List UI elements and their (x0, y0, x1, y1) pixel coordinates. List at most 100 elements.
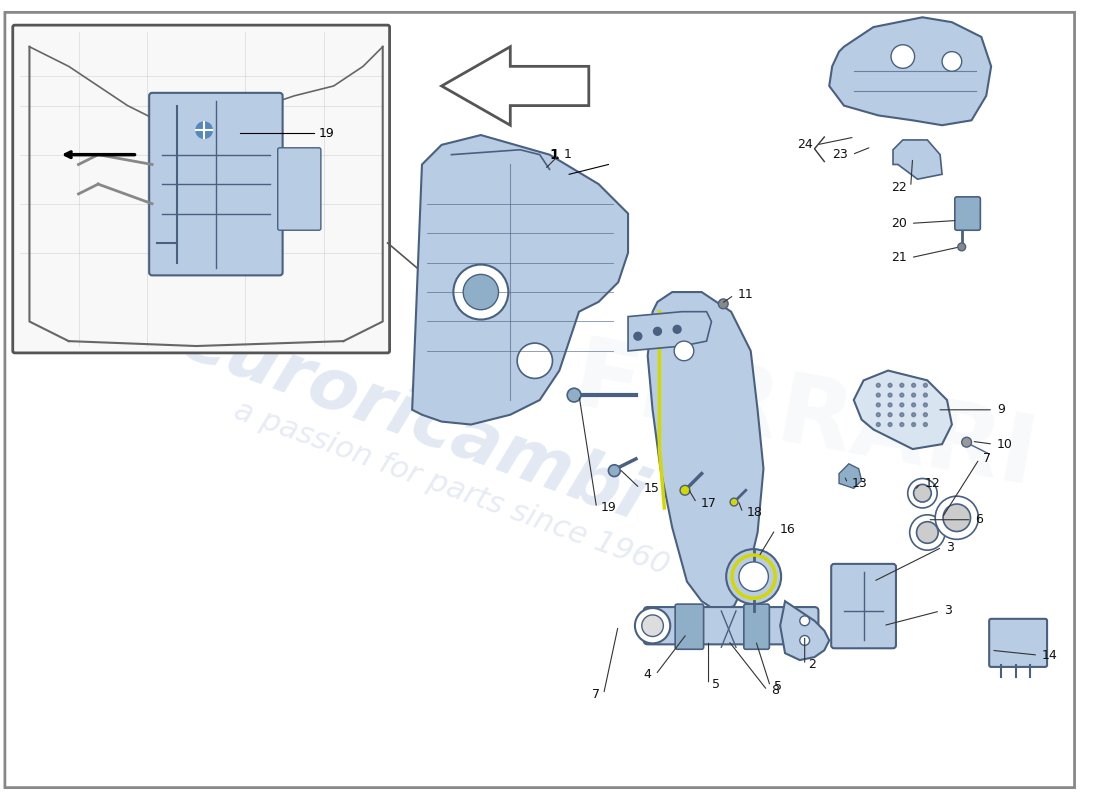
Text: 16: 16 (779, 523, 795, 536)
Circle shape (958, 243, 966, 251)
Polygon shape (628, 312, 712, 351)
Circle shape (739, 562, 769, 591)
Circle shape (900, 383, 904, 387)
Circle shape (877, 422, 880, 426)
Circle shape (942, 52, 961, 71)
Text: 6: 6 (976, 514, 983, 526)
Text: 12: 12 (924, 477, 940, 490)
Circle shape (634, 332, 641, 340)
Circle shape (923, 383, 927, 387)
Polygon shape (412, 135, 628, 425)
Text: 3: 3 (946, 541, 954, 554)
Circle shape (910, 515, 945, 550)
Circle shape (517, 343, 552, 378)
Polygon shape (441, 46, 588, 126)
Text: FERRARI: FERRARI (565, 333, 1044, 506)
Text: 13: 13 (851, 477, 868, 490)
Circle shape (912, 393, 915, 397)
Circle shape (923, 403, 927, 407)
Circle shape (923, 413, 927, 417)
Circle shape (726, 549, 781, 604)
Circle shape (888, 403, 892, 407)
Circle shape (943, 504, 970, 531)
Circle shape (877, 393, 880, 397)
Text: 22: 22 (891, 181, 906, 194)
Circle shape (912, 383, 915, 387)
Circle shape (641, 615, 663, 637)
Circle shape (912, 422, 915, 426)
Circle shape (888, 422, 892, 426)
Circle shape (800, 635, 810, 646)
Polygon shape (829, 18, 991, 126)
Text: 21: 21 (891, 251, 906, 264)
Text: 23: 23 (832, 148, 848, 161)
Text: euroricambi: euroricambi (170, 303, 653, 536)
FancyBboxPatch shape (675, 604, 704, 650)
Circle shape (877, 383, 880, 387)
Text: 15: 15 (644, 482, 660, 495)
FancyBboxPatch shape (150, 93, 283, 275)
Text: 2: 2 (808, 658, 816, 671)
Circle shape (908, 478, 937, 508)
Circle shape (900, 393, 904, 397)
Circle shape (923, 393, 927, 397)
Text: 11: 11 (738, 289, 754, 302)
Circle shape (196, 122, 212, 138)
Circle shape (923, 422, 927, 426)
Text: 19: 19 (601, 502, 616, 514)
Text: 3: 3 (944, 605, 952, 618)
Text: 8: 8 (771, 684, 779, 697)
Circle shape (635, 608, 670, 643)
Circle shape (891, 45, 914, 68)
Circle shape (730, 498, 738, 506)
FancyBboxPatch shape (989, 619, 1047, 667)
Circle shape (653, 327, 661, 335)
FancyBboxPatch shape (644, 607, 818, 644)
Circle shape (463, 274, 498, 310)
FancyBboxPatch shape (955, 197, 980, 230)
Circle shape (916, 522, 938, 543)
Circle shape (888, 413, 892, 417)
Polygon shape (893, 140, 942, 179)
Text: 7: 7 (592, 688, 600, 701)
FancyBboxPatch shape (13, 25, 389, 353)
Polygon shape (648, 292, 763, 611)
Circle shape (888, 393, 892, 397)
Polygon shape (780, 601, 829, 660)
Text: 4: 4 (644, 668, 651, 682)
Circle shape (914, 484, 932, 502)
Text: 9: 9 (997, 403, 1005, 416)
Circle shape (674, 341, 694, 361)
Circle shape (453, 265, 508, 319)
Text: 7: 7 (983, 452, 991, 466)
Circle shape (877, 403, 880, 407)
Polygon shape (854, 370, 952, 449)
Text: 14: 14 (1042, 649, 1058, 662)
Text: 10: 10 (997, 438, 1013, 450)
Text: 1: 1 (563, 148, 571, 161)
Text: a passion for parts since 1960: a passion for parts since 1960 (230, 396, 673, 581)
Circle shape (900, 422, 904, 426)
FancyBboxPatch shape (277, 148, 321, 230)
Text: 20: 20 (891, 217, 906, 230)
FancyBboxPatch shape (832, 564, 896, 648)
Circle shape (961, 438, 971, 447)
Circle shape (877, 413, 880, 417)
Circle shape (900, 413, 904, 417)
Circle shape (888, 383, 892, 387)
Text: 24: 24 (796, 138, 813, 151)
Circle shape (568, 388, 581, 402)
FancyBboxPatch shape (744, 604, 769, 650)
Circle shape (673, 326, 681, 334)
Circle shape (900, 403, 904, 407)
Circle shape (935, 496, 978, 539)
Text: 18: 18 (747, 506, 762, 519)
Text: 1: 1 (550, 148, 559, 162)
Polygon shape (839, 464, 861, 488)
Circle shape (608, 465, 620, 477)
Text: 19: 19 (319, 126, 334, 139)
Text: 17: 17 (701, 497, 716, 510)
Circle shape (912, 403, 915, 407)
Circle shape (912, 413, 915, 417)
Circle shape (680, 486, 690, 495)
